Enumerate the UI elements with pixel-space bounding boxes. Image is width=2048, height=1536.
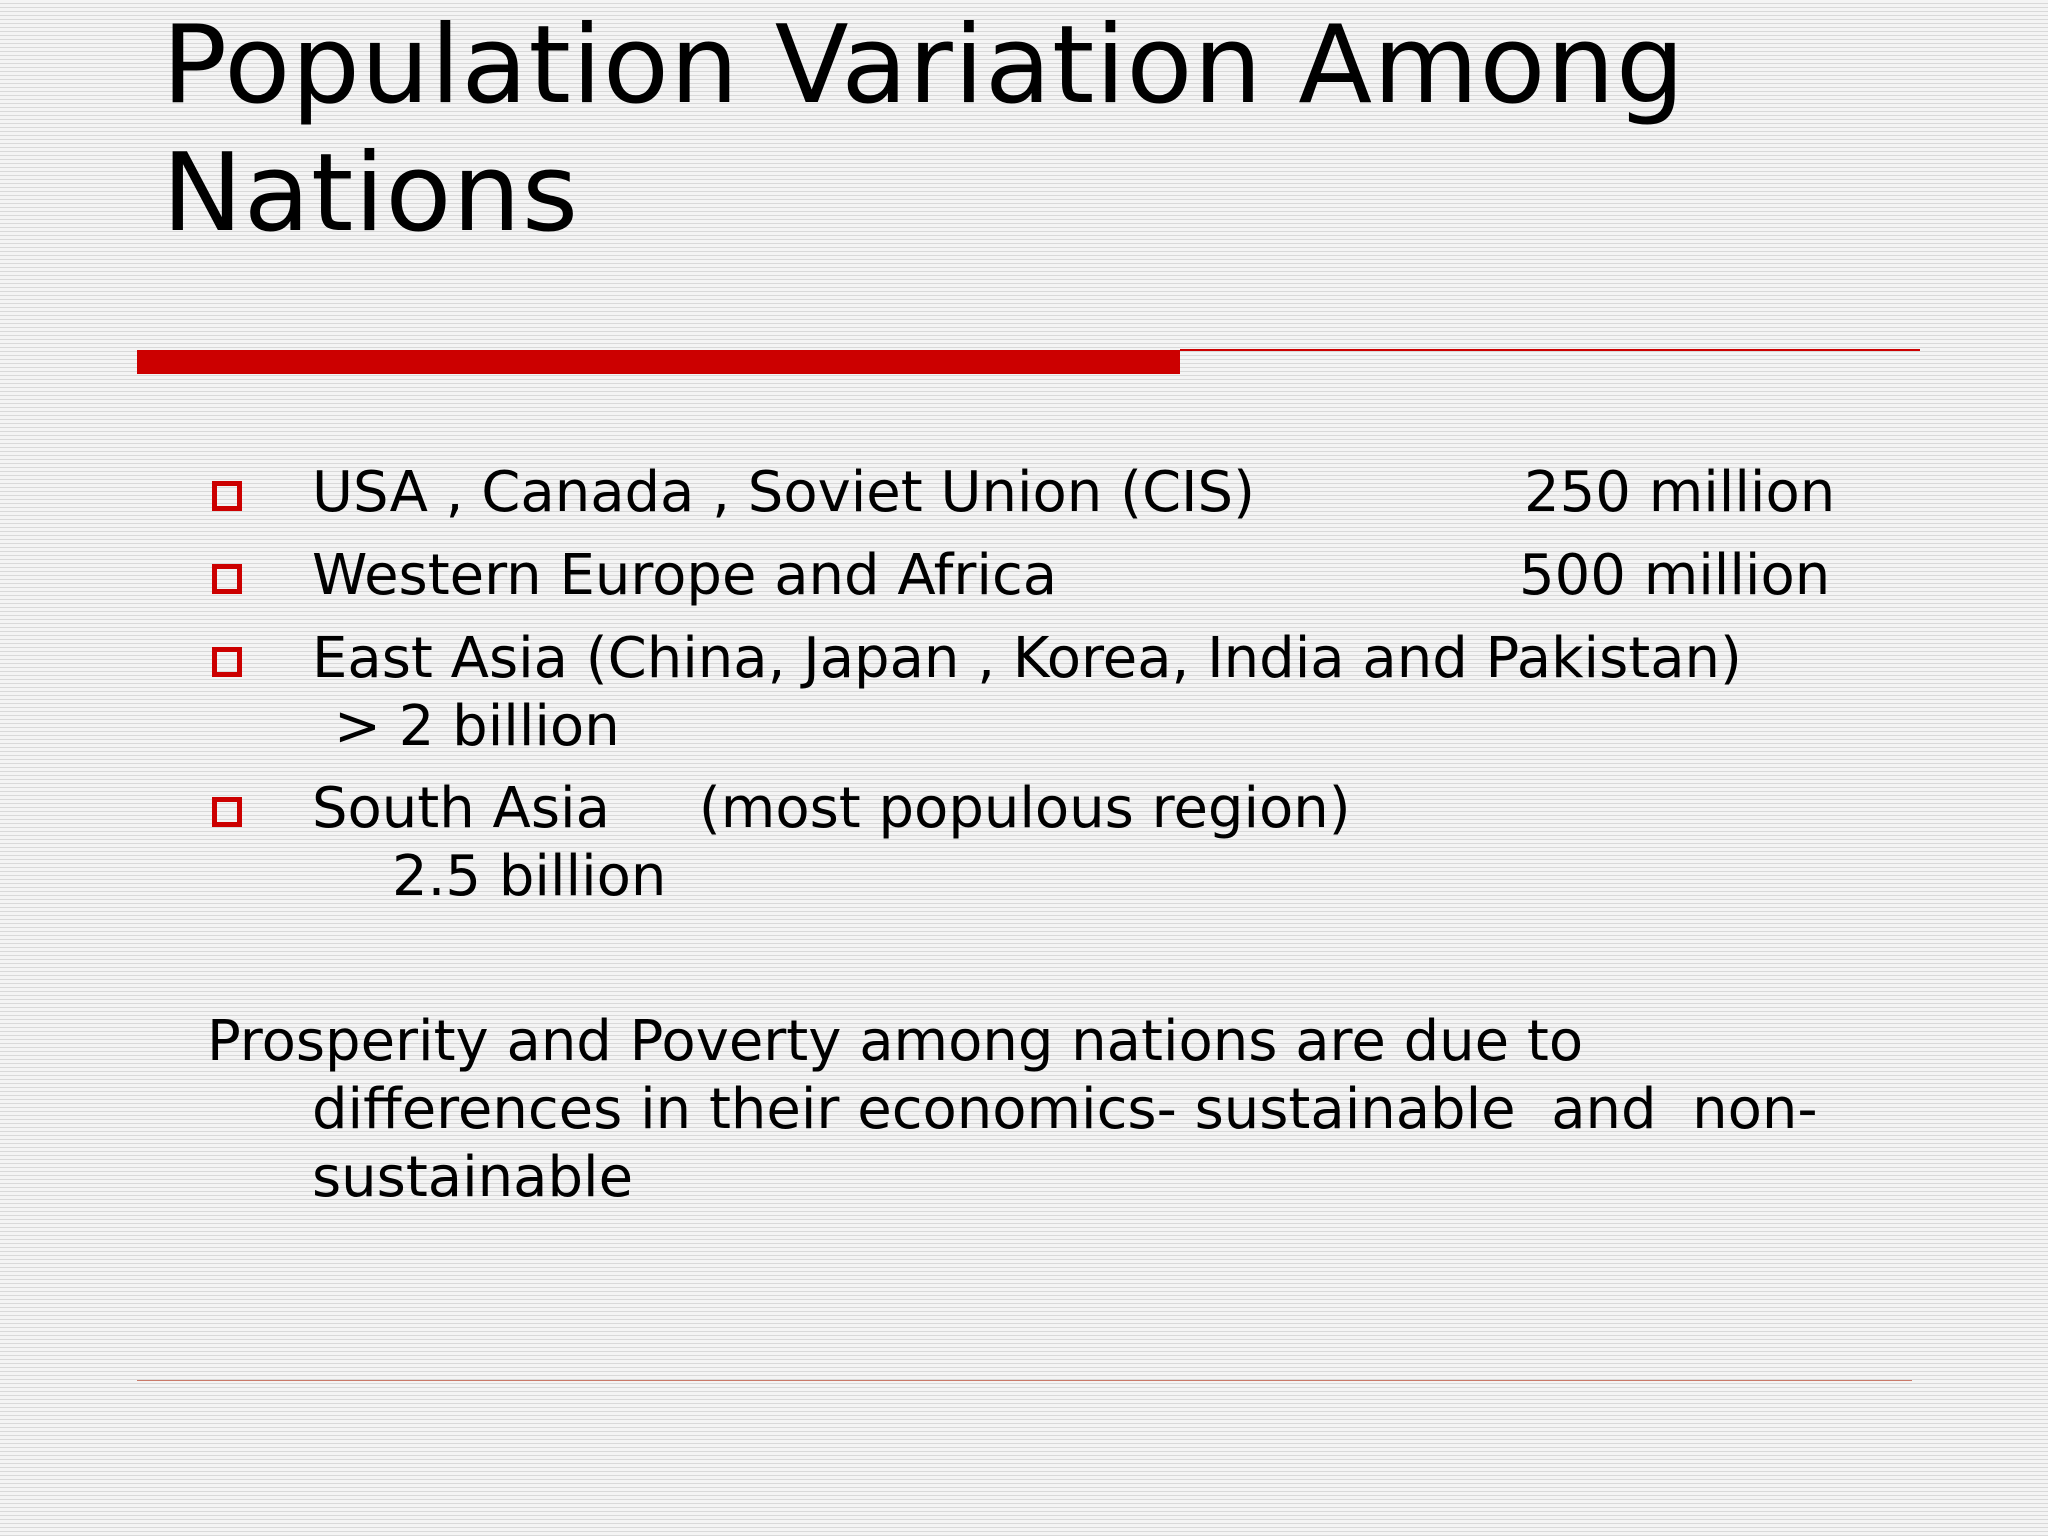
bullet-value: 250 million	[1524, 460, 1836, 525]
slide-title: Population Variation Among Nations	[162, 2, 1922, 258]
footer-rule	[137, 1380, 1912, 1381]
hollow-square-icon	[212, 564, 242, 594]
bullet-value: 500 million	[1519, 543, 1831, 608]
bullet-value: > 2 billion	[334, 694, 620, 759]
hollow-square-icon	[212, 481, 242, 511]
summary-line-3: sustainable	[312, 1145, 634, 1210]
summary-line-2: differences in their economics- sustaina…	[312, 1077, 1818, 1142]
summary-paragraph: Prosperity and Poverty among nations are…	[207, 1008, 1818, 1212]
summary-line-1: Prosperity and Poverty among nations are…	[207, 1009, 1584, 1074]
bullet-label: USA , Canada , Soviet Union (CIS)	[312, 460, 1255, 525]
title-underline-thin	[1180, 349, 1920, 351]
bullet-label: East Asia (China, Japan , Korea, India a…	[312, 626, 1742, 691]
bullet-value: 2.5 billion	[392, 844, 667, 909]
bullet-label: Western Europe and Africa	[312, 543, 1058, 608]
bullet-label: South Asia (most populous region)	[312, 776, 1351, 841]
slide-title-line-1: Population Variation Among	[162, 3, 1686, 128]
hollow-square-icon	[212, 797, 242, 827]
slide-title-line-2: Nations	[162, 131, 580, 256]
title-underline-thick	[137, 350, 1180, 374]
hollow-square-icon	[212, 647, 242, 677]
